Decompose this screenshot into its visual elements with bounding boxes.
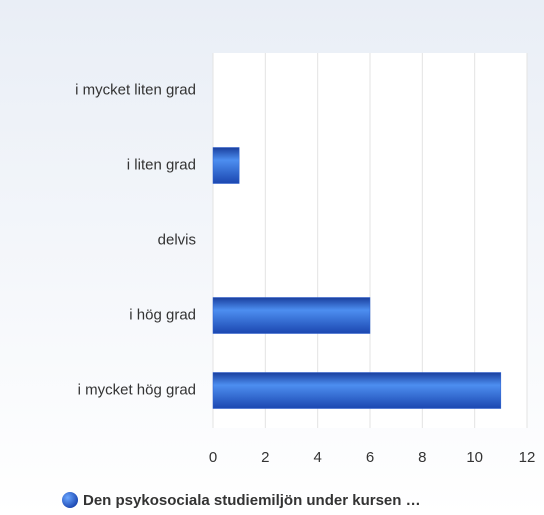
x-tick-label: 6 bbox=[366, 449, 374, 466]
y-tick-label: delvis bbox=[158, 231, 196, 248]
x-tick-label: 12 bbox=[519, 449, 536, 466]
legend-marker bbox=[62, 492, 78, 508]
y-tick-label: i hög grad bbox=[129, 306, 196, 323]
y-tick-label: i liten grad bbox=[127, 156, 196, 173]
y-tick-label: i mycket liten grad bbox=[75, 81, 196, 98]
x-tick-label: 4 bbox=[313, 449, 321, 466]
x-tick-label: 0 bbox=[209, 449, 217, 466]
x-tick-label: 8 bbox=[418, 449, 426, 466]
bar bbox=[212, 147, 240, 184]
bar bbox=[212, 372, 502, 409]
x-tick-label: 10 bbox=[466, 449, 483, 466]
legend-label: Den psykosociala studiemiljön under kurs… bbox=[83, 492, 421, 509]
x-tick-label: 2 bbox=[261, 449, 269, 466]
y-tick-label: i mycket hög grad bbox=[78, 381, 196, 398]
bar bbox=[212, 297, 371, 334]
